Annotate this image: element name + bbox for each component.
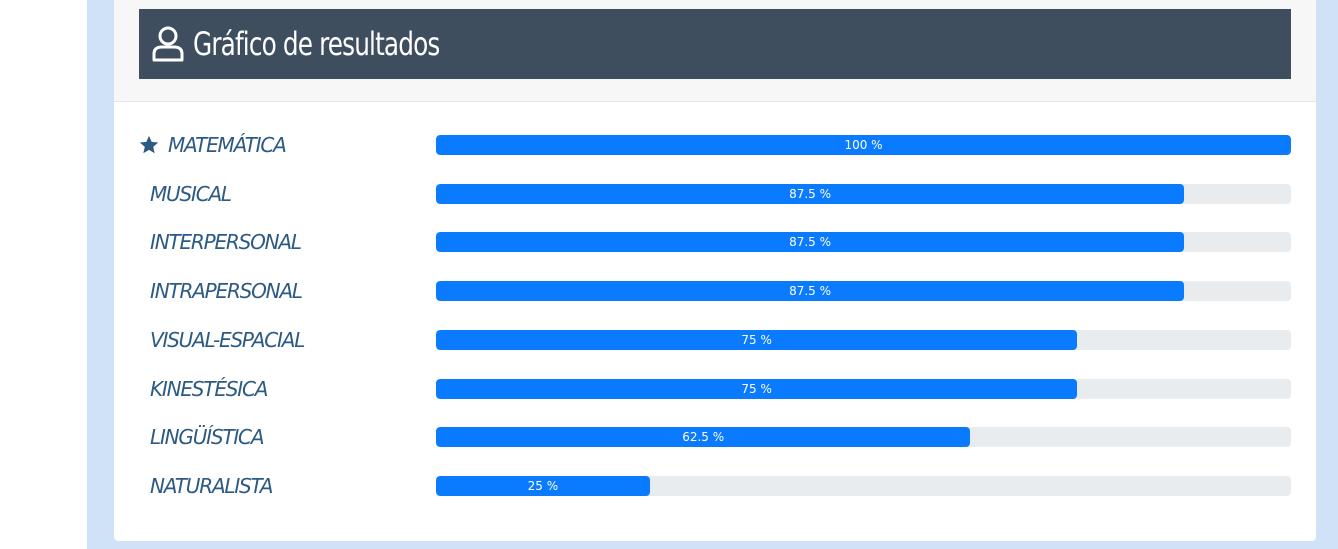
progress-fill: 75 % [436, 329, 1078, 350]
progress-fill: 25 % [436, 475, 650, 496]
result-row: INTERPERSONAL 87.5 % [114, 230, 1316, 254]
progress-fill: 87.5 % [436, 232, 1185, 253]
progress-bar: 87.5 % [436, 232, 1291, 253]
results-card: Gráfico de resultados MATEMÁTICA 100 % MUS… [114, 0, 1316, 541]
result-row: MUSICAL 87.5 % [114, 182, 1316, 206]
result-label: INTRAPERSONAL [150, 279, 303, 304]
result-row: INTRAPERSONAL 87.5 % [114, 279, 1316, 303]
progress-value: 87.5 % [789, 235, 832, 250]
progress-fill: 75 % [436, 378, 1078, 399]
progress-bar: 62.5 % [436, 427, 1291, 448]
star-icon [139, 135, 159, 154]
user-outline-icon [151, 25, 185, 63]
progress-value: 100 % [844, 138, 883, 152]
progress-bar: 25 % [436, 475, 1291, 496]
title-bar: Gráfico de resultados [139, 9, 1291, 79]
result-label: VISUAL-ESPACIAL [150, 327, 305, 352]
progress-fill: 62.5 % [436, 427, 971, 448]
result-label: INTERPERSONAL [150, 230, 302, 255]
result-label: KINESTÉSICA [150, 376, 268, 401]
progress-fill: 100 % [436, 135, 1291, 155]
result-row: VISUAL-ESPACIAL 75 % [114, 328, 1316, 352]
result-row: MATEMÁTICA 100 % [114, 133, 1316, 157]
progress-bar: 75 % [436, 378, 1291, 399]
result-label: MUSICAL [150, 181, 232, 206]
result-row: KINESTÉSICA 75 % [114, 377, 1316, 401]
result-label: MATEMÁTICA [168, 133, 287, 157]
progress-value: 75 % [741, 381, 772, 396]
result-label: NATURALISTA [150, 473, 273, 498]
result-row: NATURALISTA 25 % [114, 474, 1316, 498]
page-title: Gráfico de resultados [193, 25, 440, 63]
result-row: LINGÜÍSTICA 62.5 % [114, 425, 1316, 449]
progress-value: 75 % [741, 332, 772, 347]
progress-value: 62.5 % [682, 430, 725, 445]
progress-fill: 87.5 % [436, 281, 1185, 302]
progress-value: 87.5 % [789, 284, 832, 299]
progress-bar: 100 % [436, 135, 1291, 155]
result-label: LINGÜÍSTICA [150, 425, 265, 450]
progress-value: 25 % [527, 478, 559, 493]
progress-bar: 75 % [436, 329, 1291, 350]
progress-fill: 87.5 % [436, 183, 1185, 204]
card-header: Gráfico de resultados [114, 0, 1316, 102]
progress-bar: 87.5 % [436, 183, 1291, 204]
progress-bar: 87.5 % [436, 281, 1291, 302]
progress-value: 87.5 % [789, 186, 832, 201]
